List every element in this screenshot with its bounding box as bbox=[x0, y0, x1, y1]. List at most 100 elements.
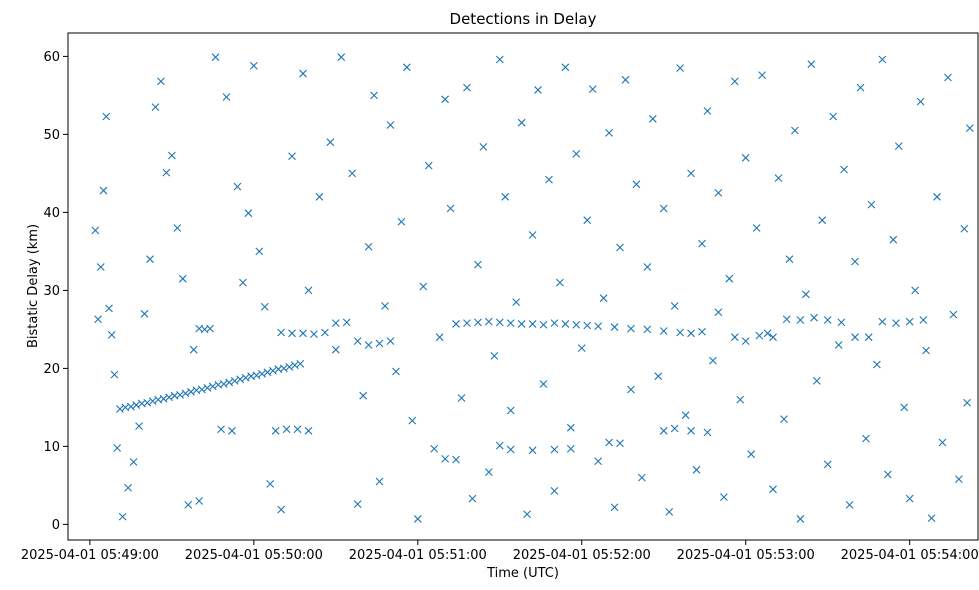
data-point bbox=[785, 255, 794, 264]
data-point bbox=[381, 302, 389, 310]
data-point bbox=[474, 318, 482, 327]
data-point bbox=[963, 398, 971, 407]
data-point bbox=[747, 450, 756, 459]
data-point bbox=[703, 107, 712, 115]
data-point bbox=[796, 316, 805, 324]
data-point bbox=[463, 319, 471, 328]
data-point bbox=[162, 168, 171, 177]
data-point bbox=[255, 247, 264, 256]
data-point bbox=[687, 426, 695, 435]
data-point bbox=[864, 333, 873, 342]
y-axis-label: Bistatic Delay (km) bbox=[26, 224, 41, 348]
data-point bbox=[91, 226, 100, 235]
data-point bbox=[905, 494, 914, 503]
data-point bbox=[484, 468, 493, 477]
data-point bbox=[583, 216, 592, 225]
data-point bbox=[670, 424, 679, 433]
data-point bbox=[331, 319, 340, 328]
data-point bbox=[217, 425, 225, 434]
data-point bbox=[203, 384, 212, 392]
data-point bbox=[370, 91, 378, 100]
y-tick-label: 40 bbox=[43, 206, 60, 221]
data-point bbox=[834, 341, 843, 349]
data-point bbox=[588, 85, 597, 94]
data-point bbox=[643, 263, 652, 271]
data-point bbox=[782, 315, 791, 324]
data-point bbox=[143, 398, 152, 407]
data-point bbox=[670, 302, 679, 310]
data-point bbox=[523, 510, 531, 519]
data-point bbox=[534, 86, 542, 94]
data-point bbox=[517, 118, 526, 127]
data-point bbox=[873, 360, 881, 369]
data-point bbox=[348, 169, 357, 178]
data-point bbox=[659, 426, 668, 435]
data-point bbox=[277, 505, 286, 514]
data-point bbox=[364, 242, 373, 251]
y-tick-label: 50 bbox=[43, 128, 60, 143]
data-point bbox=[269, 366, 277, 375]
data-point bbox=[840, 165, 848, 174]
chart-title: Detections in Delay bbox=[450, 10, 597, 28]
y-tick-label: 30 bbox=[43, 284, 60, 299]
data-point bbox=[752, 224, 761, 232]
data-point bbox=[474, 260, 482, 269]
data-point bbox=[173, 224, 182, 232]
data-point bbox=[241, 373, 250, 382]
data-point bbox=[208, 382, 217, 391]
data-point bbox=[878, 317, 887, 326]
data-point bbox=[791, 126, 799, 135]
data-point bbox=[867, 200, 876, 209]
data-point bbox=[687, 329, 695, 338]
data-point bbox=[605, 128, 613, 137]
data-point bbox=[413, 515, 422, 523]
data-point bbox=[244, 209, 253, 218]
data-point bbox=[282, 425, 291, 434]
data-point bbox=[698, 239, 706, 248]
data-point bbox=[288, 152, 296, 161]
plot-markers bbox=[91, 53, 974, 523]
data-point bbox=[419, 282, 428, 291]
data-point bbox=[894, 142, 903, 150]
data-point bbox=[610, 323, 619, 331]
data-point bbox=[714, 189, 723, 197]
data-point bbox=[452, 455, 460, 464]
data-point bbox=[933, 192, 941, 201]
data-point bbox=[165, 393, 174, 402]
data-point bbox=[692, 465, 701, 474]
data-point bbox=[249, 61, 258, 70]
data-point bbox=[110, 370, 119, 379]
data-point bbox=[654, 372, 663, 381]
data-point bbox=[326, 138, 335, 147]
data-point bbox=[528, 320, 537, 328]
data-point bbox=[594, 457, 603, 466]
data-point bbox=[211, 53, 220, 62]
data-point bbox=[195, 497, 204, 505]
plot-area bbox=[67, 32, 979, 541]
data-point bbox=[796, 515, 805, 523]
data-point bbox=[187, 387, 195, 396]
data-point bbox=[506, 319, 515, 328]
data-point bbox=[938, 438, 947, 447]
data-point bbox=[837, 318, 846, 327]
data-point bbox=[627, 324, 635, 333]
data-point bbox=[550, 319, 559, 328]
data-point bbox=[845, 501, 854, 509]
x-tick-label: 2025-04-01 05:52:00 bbox=[513, 548, 651, 563]
data-point bbox=[774, 174, 783, 182]
data-point bbox=[236, 375, 245, 384]
data-point bbox=[829, 112, 838, 121]
data-point bbox=[566, 423, 575, 432]
data-point bbox=[643, 325, 652, 334]
data-point bbox=[812, 376, 821, 385]
data-point bbox=[572, 320, 581, 329]
data-point bbox=[730, 333, 739, 342]
data-point bbox=[107, 330, 116, 339]
data-point bbox=[157, 77, 165, 86]
data-point bbox=[583, 321, 592, 330]
data-point bbox=[965, 124, 974, 133]
data-point bbox=[561, 63, 570, 72]
data-point bbox=[862, 434, 870, 443]
data-point bbox=[484, 317, 493, 326]
data-point bbox=[539, 380, 548, 388]
